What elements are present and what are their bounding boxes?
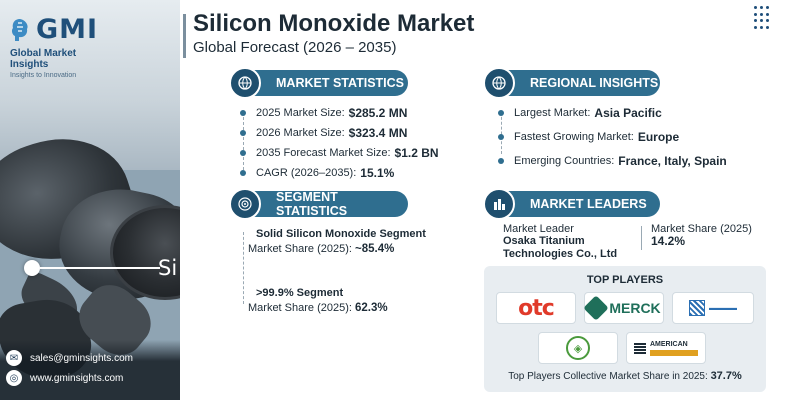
brand-tagline: Insights to Innovation xyxy=(10,72,77,79)
element-marker-line xyxy=(40,267,160,269)
otc-logo-text: otc xyxy=(518,295,555,321)
segment-statistics-heading: SEGMENT STATISTICS xyxy=(240,190,408,218)
leader-divider xyxy=(641,226,642,250)
element-symbol-label: Si xyxy=(158,256,178,280)
segment-share-label: Market Share (2025): xyxy=(248,243,352,255)
building-chart-icon-glyph xyxy=(494,199,505,210)
globe-icon-glyph xyxy=(492,76,506,90)
grid-logo-icon xyxy=(689,300,705,316)
globe-chart-icon xyxy=(229,67,261,99)
top-players-panel: TOP PLAYERS otc MERCK ▬▬▬▬ ◈ AMERICAN To… xyxy=(484,266,766,392)
top-players-title: TOP PLAYERS xyxy=(586,274,664,286)
regional-insights-heading: REGIONAL INSIGHTS xyxy=(494,70,660,96)
segment-share-value: 62.3% xyxy=(355,302,388,314)
segment-item: >99.9% Segment Market Share (2025): 62.3… xyxy=(248,287,388,314)
globe-icon: ◎ xyxy=(6,370,22,386)
contact-backdrop xyxy=(0,340,180,400)
market-statistics-title: MARKET STATISTICS xyxy=(276,76,405,90)
stat-label: 2026 Market Size: xyxy=(256,127,345,139)
seal-company-logo[interactable]: ◈ xyxy=(538,332,618,364)
leader-share-value: 14.2% xyxy=(651,234,686,248)
american-elements-text-1: AMERICAN xyxy=(650,340,688,348)
decorative-dots xyxy=(754,6,770,30)
american-elements-logo[interactable]: AMERICAN xyxy=(626,332,706,364)
contact-website[interactable]: ◎ www.gminsights.com xyxy=(6,369,176,387)
globe-icon xyxy=(483,67,515,99)
market-leader: Market Leader Osaka Titanium Technologie… xyxy=(503,223,617,261)
target-icon-glyph xyxy=(238,197,252,211)
contact-email[interactable]: ✉ sales@gminsights.com xyxy=(6,349,176,367)
region-value: Europe xyxy=(637,130,680,144)
stat-value: $285.2 MN xyxy=(348,106,408,120)
regional-guide-line xyxy=(501,112,502,154)
stats-guide-line xyxy=(243,112,244,170)
american-elements-icon xyxy=(634,342,646,354)
american-elements-bar xyxy=(650,349,698,356)
stat-item: CAGR (2026–2035): 15.1% xyxy=(240,163,439,183)
merck-logo-text: MERCK xyxy=(609,300,661,316)
segment-item: Solid Silicon Monoxide Segment Market Sh… xyxy=(248,228,426,255)
segment-guide-line xyxy=(243,232,244,304)
region-label: Emerging Countries: xyxy=(514,155,615,167)
email-icon: ✉ xyxy=(6,350,22,366)
leader-share: Market Share (2025) 14.2% xyxy=(651,223,752,248)
page-title: Silicon Monoxide Market xyxy=(193,10,475,37)
segment-name: Solid Silicon Monoxide Segment xyxy=(256,228,426,240)
top-players-share-value: 37.7% xyxy=(710,370,742,382)
brand-logo[interactable]: GMI Global Market Insights Insights to I… xyxy=(0,0,120,85)
logo-mark: GMI xyxy=(10,14,112,45)
logo-text: GMI xyxy=(36,14,99,45)
brain-icon xyxy=(11,18,28,41)
stat-item: 2035 Forecast Market Size: $1.2 BN xyxy=(240,143,439,163)
region-label: Fastest Growing Market: xyxy=(514,131,634,143)
market-statistics-list: 2025 Market Size: $285.2 MN 2026 Market S… xyxy=(240,103,439,183)
region-value: Asia Pacific xyxy=(594,106,662,120)
segment-name: >99.9% Segment xyxy=(256,287,344,299)
stat-value: $1.2 BN xyxy=(394,146,439,160)
brand-name: Global Market Insights xyxy=(10,48,77,70)
stat-item: 2025 Market Size: $285.2 MN xyxy=(240,103,439,123)
title-accent-bar xyxy=(183,14,186,58)
seal-icon: ◈ xyxy=(566,336,590,360)
stat-value: $323.4 MN xyxy=(348,126,408,140)
element-marker-dot xyxy=(24,260,40,276)
email-text: sales@gminsights.com xyxy=(30,352,133,364)
globe-chart-icon-glyph xyxy=(238,76,252,90)
hero-background xyxy=(0,0,180,170)
market-leaders-heading: MARKET LEADERS xyxy=(494,191,660,217)
leader-label: Market Leader xyxy=(503,223,574,235)
stat-label: 2035 Forecast Market Size: xyxy=(256,147,391,159)
top-players-share-label: Top Players Collective Market Share in 2… xyxy=(508,371,708,382)
otc-logo[interactable]: otc xyxy=(496,292,576,324)
stat-item: 2026 Market Size: $323.4 MN xyxy=(240,123,439,143)
leader-name-line1: Osaka Titanium xyxy=(503,235,585,247)
region-item: Largest Market: Asia Pacific xyxy=(498,103,727,123)
merck-icon xyxy=(583,295,610,321)
building-chart-icon xyxy=(483,188,515,220)
segment-share-label: Market Share (2025): xyxy=(248,302,352,314)
website-text: www.gminsights.com xyxy=(30,372,124,384)
stat-label: CAGR (2026–2035): xyxy=(256,167,357,179)
region-label: Largest Market: xyxy=(514,107,591,119)
leader-share-label: Market Share (2025) xyxy=(651,223,752,235)
region-item: Emerging Countries: France, Italy, Spain xyxy=(498,151,727,171)
page-subtitle: Global Forecast (2026 – 2035) xyxy=(193,39,397,56)
chinese-company-logo[interactable]: ▬▬▬▬ xyxy=(672,292,754,324)
target-icon xyxy=(229,188,261,220)
top-players-share: Top Players Collective Market Share in 2… xyxy=(484,370,766,382)
chinese-company-mark: ▬▬▬▬ xyxy=(709,304,737,312)
segment-statistics-title: SEGMENT STATISTICS xyxy=(276,190,348,218)
regional-insights-list: Largest Market: Asia Pacific Fastest Grow… xyxy=(498,103,727,171)
market-leaders-title: MARKET LEADERS xyxy=(530,197,647,211)
merck-logo[interactable]: MERCK xyxy=(583,292,664,324)
region-item: Fastest Growing Market: Europe xyxy=(498,127,727,147)
stat-label: 2025 Market Size: xyxy=(256,107,345,119)
region-value: France, Italy, Spain xyxy=(618,154,727,168)
hero-image-panel xyxy=(0,0,180,400)
market-statistics-heading: MARKET STATISTICS xyxy=(240,70,408,96)
regional-insights-title: REGIONAL INSIGHTS xyxy=(530,76,659,90)
segment-share-value: ~85.4% xyxy=(355,243,395,255)
stat-value: 15.1% xyxy=(360,166,395,180)
leader-name-line2: Technologies Co., Ltd xyxy=(503,248,618,260)
